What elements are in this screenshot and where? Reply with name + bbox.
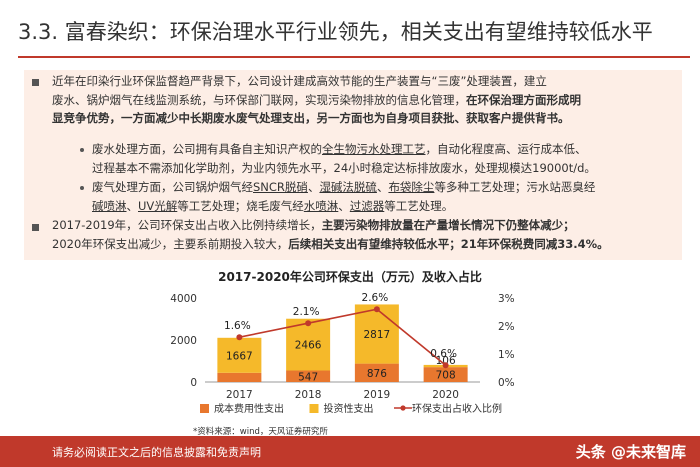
page-title: 3.3. 富春染织：环保治理水平行业领先，相关支出有望维持较低水平: [18, 20, 653, 44]
bar-value-label: 708: [436, 370, 456, 382]
ratio-point: [305, 320, 312, 327]
p1-line-3: 显竞争优势，一方面减少中长期废水废气处理支出，另一方面也为自身项目获批、获取客户…: [52, 111, 570, 125]
b2-line-1: 废气处理方面，公司锅炉烟气经SNCR脱硝、湿碱法脱硫、布袋除尘等多种工艺处理；污…: [92, 180, 596, 194]
bullet-dot-icon: [80, 186, 84, 190]
ratio-point: [442, 362, 449, 369]
x-tick-label: 2019: [364, 389, 391, 401]
bar-cost: [423, 367, 468, 382]
bar-invest: [217, 337, 262, 373]
ratio-point: [373, 306, 380, 313]
y-tick-left: 4000: [170, 293, 197, 305]
chart-title: 2017-2020年公司环保支出（万元）及收入占比: [218, 270, 482, 284]
bar-value-label: 876: [367, 368, 387, 380]
legend-swatch: [400, 405, 406, 411]
legend-swatch: [309, 404, 319, 413]
bullet-square-icon: [32, 224, 39, 231]
b2-line-2: 碱喷淋、UV光解等工艺处理；烧毛废气经水喷淋、过滤器等工艺处理。: [92, 198, 454, 213]
expenditure-chart: 0200040000%1%2%3%20172018201920204381667…: [170, 292, 515, 415]
legend-label: 成本费用性支出: [214, 402, 284, 415]
p2-line-2: 2020年环保支出减少，主要系前期投入较大，后续相关支出有望维持较低水平；21年…: [52, 236, 609, 251]
bar-invest: [354, 304, 399, 364]
x-tick-label: 2017: [226, 389, 253, 401]
ratio-label: 2.6%: [362, 292, 389, 304]
b1-line-2: 过程基本不需添加化学助剂，为业内领先水平，24小时稳定达标排放废水，处理规模达1…: [92, 160, 596, 175]
legend-swatch: [200, 404, 209, 413]
p2-line-1: 2017-2019年，公司环保支出占收入比例持续增长，主要污染物排放量在产量增长…: [52, 218, 575, 232]
paragraph-1: 近年在印染行业环保监督趋严背景下，公司设计建成高效节能的生产装置与“三废”处理装…: [52, 72, 682, 128]
summary-box: 近年在印染行业环保监督趋严背景下，公司设计建成高效节能的生产装置与“三废”处理装…: [24, 70, 682, 260]
x-tick-label: 2020: [432, 389, 459, 401]
bullet-exhaust: 废气处理方面，公司锅炉烟气经SNCR脱硝、湿碱法脱硫、布袋除尘等多种工艺处理；污…: [92, 178, 682, 215]
bullet-wastewater: 废水处理方面，公司拥有具备自主知识产权的全生物污水处理工艺，自动化程度高、运行成…: [92, 140, 682, 177]
bar-invest: [286, 318, 331, 371]
legend-label: 环保支出占收入比例: [412, 402, 502, 415]
p1-line-1: 近年在印染行业环保监督趋严背景下，公司设计建成高效节能的生产装置与“三废”处理装…: [52, 74, 547, 88]
y-tick-right: 3%: [498, 293, 515, 305]
bar-value-label: 547: [298, 371, 318, 383]
footer-disclaimer: 请务必阅读正文之后的信息披露和免责声明: [52, 446, 261, 459]
chart-source: *资料来源：wind，天风证券研究所: [193, 427, 328, 437]
bar-cost: [286, 370, 331, 382]
bar-cost: [217, 372, 262, 382]
legend-label: 投资性支出: [324, 402, 374, 415]
footer-bar: 请务必阅读正文之后的信息披露和免责声明 头条 @未来智库: [0, 436, 700, 467]
bar-value-label: 2466: [295, 340, 322, 352]
bar-value-label: 106: [436, 355, 456, 367]
title-divider: [18, 56, 690, 58]
bullet-square-icon: [32, 79, 39, 86]
bar-value-label: 2817: [364, 329, 391, 341]
ratio-label: 2.1%: [293, 306, 320, 318]
b1-line-1: 废水处理方面，公司拥有具备自主知识产权的全生物污水处理工艺，自动化程度高、运行成…: [92, 142, 587, 156]
y-tick-left: 2000: [170, 335, 197, 347]
y-tick-left: 0: [190, 377, 197, 389]
paragraph-2: 2017-2019年，公司环保支出占收入比例持续增长，主要污染物排放量在产量增长…: [52, 216, 682, 253]
watermark: 头条 @未来智库: [575, 443, 686, 461]
bullet-dot-icon: [80, 148, 84, 152]
y-tick-right: 0%: [498, 377, 515, 389]
bar-value-label: 1667: [226, 350, 253, 362]
x-tick-label: 2018: [295, 389, 322, 401]
p1-line-2: 废水、锅炉烟气在线监测系统，与环保部门联网，实现污染物排放的信息化管理，在环保治…: [52, 92, 581, 107]
y-tick-right: 1%: [498, 349, 515, 361]
ratio-label: 1.6%: [224, 320, 251, 332]
ratio-point: [236, 334, 243, 341]
bar-cost: [354, 363, 399, 382]
ratio-line: [239, 308, 447, 366]
y-tick-right: 2%: [498, 321, 515, 333]
ratio-label: 0.6%: [430, 348, 457, 360]
